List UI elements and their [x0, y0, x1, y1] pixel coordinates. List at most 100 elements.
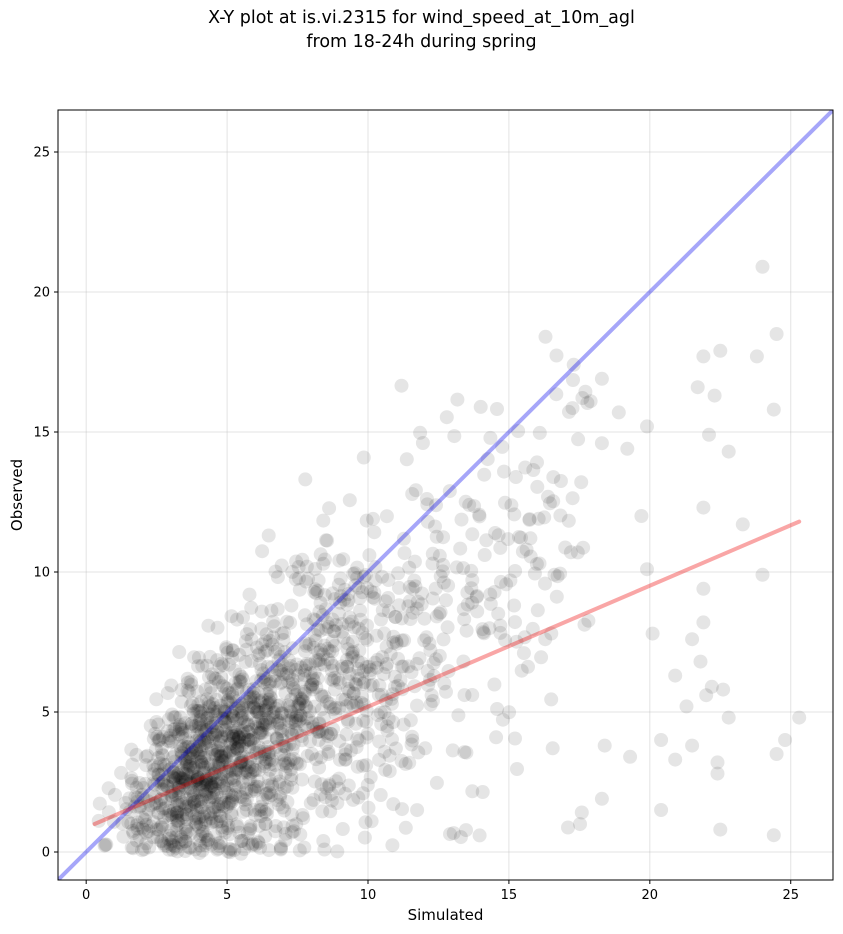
- scatter-point: [413, 425, 428, 440]
- scatter-point: [332, 771, 346, 786]
- scatter-point: [384, 696, 399, 711]
- scatter-point: [271, 698, 286, 713]
- scatter-point: [512, 530, 526, 544]
- scatter-point: [178, 771, 193, 786]
- scatter-point: [346, 567, 361, 581]
- scatter-point: [125, 757, 140, 772]
- scatter-point: [198, 748, 212, 763]
- scatter-point: [316, 556, 331, 571]
- scatter-point: [315, 724, 330, 739]
- scatter-point: [252, 646, 267, 661]
- scatter-point: [311, 724, 325, 739]
- scatter-point: [342, 610, 357, 625]
- scatter-point: [769, 327, 784, 341]
- scatter-point: [151, 717, 166, 732]
- scatter-point: [150, 760, 165, 775]
- scatter-point: [124, 771, 139, 785]
- scatter-point: [350, 668, 365, 683]
- scatter-point: [240, 718, 255, 733]
- scatter-point: [233, 673, 248, 688]
- scatter-point: [348, 716, 363, 731]
- scatter-point: [179, 812, 194, 827]
- scatter-point: [314, 702, 329, 717]
- scatter-point: [289, 710, 303, 725]
- scatter-point: [366, 511, 380, 526]
- scatter-point: [183, 774, 198, 789]
- scatter-point: [367, 591, 382, 606]
- scatter-point: [274, 626, 289, 641]
- scatter-point: [108, 787, 122, 802]
- scatter-point: [327, 682, 342, 697]
- scatter-point: [169, 818, 184, 833]
- scatter-point: [166, 774, 181, 788]
- scatter-point: [308, 582, 323, 597]
- scatter-point: [381, 604, 396, 619]
- scatter-point: [252, 803, 267, 818]
- scatter-point: [410, 594, 425, 609]
- scatter-point: [346, 649, 360, 664]
- scatter-point: [263, 757, 278, 772]
- scatter-point: [447, 429, 462, 444]
- scatter-point: [388, 669, 402, 684]
- scatter-point: [178, 753, 193, 768]
- scatter-point: [251, 780, 266, 794]
- scatter-point: [199, 772, 214, 787]
- x-tick-label: 5: [223, 888, 231, 903]
- scatter-point: [211, 796, 226, 811]
- scatter-point: [594, 791, 609, 806]
- scatter-point: [465, 784, 480, 799]
- scatter-point: [189, 743, 203, 758]
- scatter-point: [165, 707, 180, 722]
- scatter-point: [405, 729, 420, 744]
- scatter-point: [558, 540, 573, 555]
- scatter-point: [713, 822, 728, 837]
- scatter-point: [266, 705, 281, 720]
- scatter-point: [222, 744, 237, 759]
- scatter-point: [331, 577, 346, 592]
- scatter-point: [298, 686, 312, 701]
- scatter-point: [149, 822, 164, 837]
- scatter-point: [197, 722, 212, 737]
- scatter-point: [190, 770, 205, 785]
- scatter-point: [199, 787, 214, 802]
- scatter-point: [221, 692, 236, 707]
- scatter-point: [284, 715, 299, 730]
- scatter-point: [191, 748, 206, 763]
- scatter-point: [225, 709, 240, 724]
- scatter-point: [178, 844, 193, 859]
- scatter-point: [293, 708, 308, 723]
- scatter-point: [305, 677, 320, 692]
- scatter-point: [288, 687, 303, 702]
- scatter-point: [749, 349, 764, 364]
- scatter-point: [386, 629, 401, 644]
- scatter-point: [545, 741, 560, 756]
- scatter-point: [298, 698, 313, 713]
- scatter-point: [391, 566, 406, 581]
- scatter-point: [222, 657, 237, 672]
- scatter-point: [220, 728, 235, 743]
- scatter-point: [262, 752, 277, 767]
- scatter-point: [225, 762, 240, 777]
- scatter-point: [199, 723, 214, 738]
- scatter-point: [195, 757, 210, 772]
- scatter-point: [337, 582, 352, 597]
- scatter-point: [243, 733, 258, 748]
- scatter-point: [311, 622, 325, 637]
- scatter-point: [242, 682, 257, 697]
- scatter-point: [251, 648, 266, 663]
- scatter-point: [213, 797, 228, 812]
- scatter-point: [212, 809, 227, 823]
- scatter-point: [261, 771, 276, 786]
- scatter-point: [420, 514, 435, 529]
- scatter-point: [232, 703, 247, 718]
- scatter-point: [200, 731, 215, 746]
- scatter-point: [166, 776, 181, 791]
- scatter-point: [212, 776, 226, 791]
- scatter-point: [217, 753, 232, 768]
- scatter-point: [193, 829, 208, 844]
- scatter-point: [154, 740, 169, 755]
- scatter-point: [507, 598, 522, 613]
- scatter-point: [205, 790, 219, 805]
- scatter-point: [203, 686, 218, 701]
- scatter-point: [654, 803, 669, 817]
